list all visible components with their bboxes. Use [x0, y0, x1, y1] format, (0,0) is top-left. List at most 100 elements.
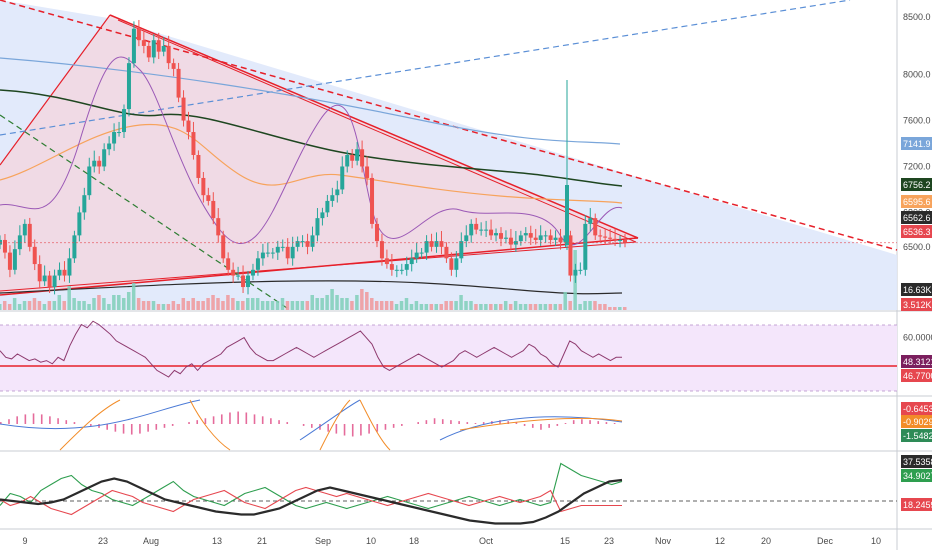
- candle-body[interactable]: [191, 132, 196, 155]
- price-axis[interactable]: 8500.08000.07600.07200.06800.06500.06100…: [901, 12, 932, 311]
- candle-body[interactable]: [166, 45, 171, 64]
- candle-body[interactable]: [211, 200, 216, 219]
- candle-body[interactable]: [409, 258, 414, 265]
- candle-body[interactable]: [201, 177, 206, 196]
- candle-body[interactable]: [444, 246, 449, 259]
- candle-body[interactable]: [513, 241, 518, 245]
- candle-body[interactable]: [608, 237, 613, 239]
- candle-body[interactable]: [508, 237, 513, 245]
- candle-body[interactable]: [290, 246, 295, 259]
- candle-body[interactable]: [260, 252, 265, 259]
- candle-body[interactable]: [389, 264, 394, 270]
- candle-body[interactable]: [141, 40, 146, 46]
- candle-body[interactable]: [340, 166, 345, 190]
- macd-panel[interactable]: -0.6453 -0.9029 -1.5482: [0, 399, 932, 451]
- candle-body[interactable]: [186, 120, 191, 133]
- candle-body[interactable]: [459, 241, 464, 259]
- spike-body[interactable]: [565, 185, 569, 245]
- candle-body[interactable]: [424, 241, 429, 253]
- candle-body[interactable]: [250, 269, 255, 276]
- candle-body[interactable]: [161, 45, 166, 52]
- candle-body[interactable]: [379, 241, 384, 259]
- candle-body[interactable]: [548, 235, 553, 240]
- candle-body[interactable]: [489, 229, 494, 236]
- candle-body[interactable]: [300, 241, 305, 243]
- dmi-plus-line[interactable]: [0, 462, 623, 510]
- candle-body[interactable]: [112, 132, 117, 144]
- rsi-line[interactable]: [0, 320, 622, 378]
- candle-body[interactable]: [320, 212, 325, 219]
- candle-body[interactable]: [419, 252, 424, 254]
- candle-body[interactable]: [77, 212, 82, 236]
- candle-body[interactable]: [72, 235, 77, 259]
- candle-body[interactable]: [305, 241, 310, 247]
- candle-body[interactable]: [518, 235, 523, 242]
- candle-body[interactable]: [394, 269, 399, 271]
- candle-body[interactable]: [474, 223, 479, 230]
- candle-body[interactable]: [102, 149, 107, 167]
- candle-body[interactable]: [97, 160, 102, 167]
- candle-body[interactable]: [484, 229, 489, 231]
- candle-body[interactable]: [315, 218, 320, 236]
- candle-body[interactable]: [22, 223, 27, 236]
- candle-body[interactable]: [399, 269, 404, 271]
- candle-body[interactable]: [82, 195, 87, 213]
- candle-body[interactable]: [335, 189, 340, 196]
- candle-body[interactable]: [7, 252, 12, 270]
- candle-body[interactable]: [613, 238, 618, 240]
- candle-body[interactable]: [404, 264, 409, 270]
- candle-body[interactable]: [434, 241, 439, 247]
- candle-body[interactable]: [171, 63, 176, 69]
- candle-body[interactable]: [52, 275, 57, 288]
- candle-body[interactable]: [365, 166, 370, 178]
- candle-body[interactable]: [374, 223, 379, 242]
- candle-body[interactable]: [156, 40, 161, 52]
- candle-body[interactable]: [280, 246, 285, 248]
- candle-body[interactable]: [265, 252, 270, 254]
- candle-body[interactable]: [62, 269, 67, 276]
- candle-body[interactable]: [236, 275, 241, 277]
- candle-body[interactable]: [583, 223, 588, 270]
- candle-body[interactable]: [360, 149, 365, 167]
- candle-body[interactable]: [503, 237, 508, 239]
- candle-body[interactable]: [325, 200, 330, 213]
- candle-body[interactable]: [12, 249, 17, 270]
- candle-body[interactable]: [593, 218, 598, 236]
- candle-body[interactable]: [206, 195, 211, 201]
- candle-body[interactable]: [479, 229, 484, 231]
- candle-body[interactable]: [543, 235, 548, 237]
- candle-body[interactable]: [126, 63, 131, 110]
- candle-body[interactable]: [449, 258, 454, 270]
- candle-body[interactable]: [350, 155, 355, 161]
- candle-body[interactable]: [176, 68, 181, 98]
- candle-body[interactable]: [454, 258, 459, 270]
- candle-body[interactable]: [107, 143, 112, 150]
- candle-body[interactable]: [588, 218, 593, 224]
- candle-body[interactable]: [370, 177, 375, 224]
- price-panel[interactable]: [0, 19, 897, 310]
- adx-line[interactable]: [0, 477, 623, 525]
- candle-body[interactable]: [464, 235, 469, 242]
- candle-body[interactable]: [231, 269, 236, 276]
- candle-body[interactable]: [558, 237, 563, 243]
- candle-body[interactable]: [181, 97, 186, 121]
- candle-body[interactable]: [146, 45, 151, 58]
- candle-body[interactable]: [494, 233, 499, 236]
- candle-body[interactable]: [623, 239, 627, 243]
- candle-body[interactable]: [384, 258, 389, 265]
- candle-body[interactable]: [345, 155, 350, 167]
- candle-body[interactable]: [241, 275, 246, 288]
- candle-body[interactable]: [37, 264, 42, 282]
- dmi-panel[interactable]: 37.5358 34.9027 18.2459: [0, 455, 932, 525]
- candle-body[interactable]: [469, 223, 474, 236]
- candle-body[interactable]: [216, 218, 221, 236]
- candle-body[interactable]: [87, 166, 92, 196]
- rsi-panel[interactable]: 60.0000 48.3121 46.7700: [0, 320, 932, 392]
- candle-body[interactable]: [67, 258, 72, 276]
- candle-body[interactable]: [414, 252, 419, 259]
- candle-body[interactable]: [310, 235, 315, 247]
- candle-body[interactable]: [196, 155, 201, 178]
- candle-body[interactable]: [246, 275, 251, 288]
- candle-body[interactable]: [573, 269, 578, 276]
